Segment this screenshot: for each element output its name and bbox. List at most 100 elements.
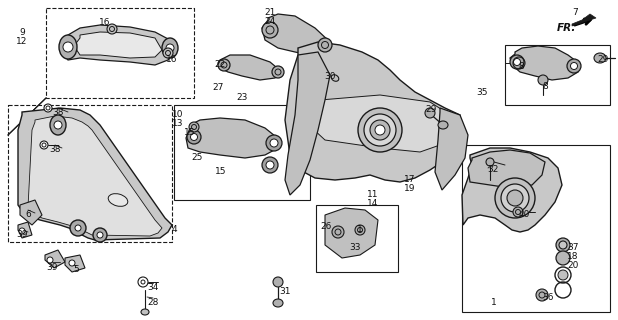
Circle shape xyxy=(556,251,570,265)
Ellipse shape xyxy=(273,299,283,307)
Text: 31: 31 xyxy=(279,287,290,296)
Circle shape xyxy=(370,120,390,140)
Text: 15: 15 xyxy=(215,167,227,176)
Bar xyxy=(8,105,172,242)
Text: 1: 1 xyxy=(491,298,497,307)
Polygon shape xyxy=(20,200,42,225)
Ellipse shape xyxy=(108,194,128,206)
Text: 6: 6 xyxy=(25,210,31,219)
Text: 15: 15 xyxy=(184,128,196,137)
Circle shape xyxy=(425,108,435,118)
Circle shape xyxy=(107,24,117,34)
Text: 32: 32 xyxy=(488,165,499,174)
Polygon shape xyxy=(310,95,455,152)
Bar xyxy=(316,205,398,272)
Text: 9: 9 xyxy=(19,28,25,37)
Text: 33: 33 xyxy=(349,243,361,252)
Circle shape xyxy=(375,125,385,135)
Circle shape xyxy=(513,207,523,217)
Text: 20: 20 xyxy=(567,261,578,270)
Circle shape xyxy=(97,232,103,238)
Text: 30: 30 xyxy=(324,72,336,81)
Ellipse shape xyxy=(50,115,66,135)
Polygon shape xyxy=(510,46,580,80)
Polygon shape xyxy=(65,255,85,272)
Circle shape xyxy=(19,228,25,234)
Polygon shape xyxy=(18,108,172,240)
Text: 1: 1 xyxy=(357,225,363,234)
Text: 10: 10 xyxy=(172,110,184,119)
Polygon shape xyxy=(186,118,280,158)
Polygon shape xyxy=(325,208,378,258)
Text: 38: 38 xyxy=(49,145,61,154)
Circle shape xyxy=(558,270,568,280)
Polygon shape xyxy=(62,25,175,65)
Text: 13: 13 xyxy=(172,119,184,128)
Ellipse shape xyxy=(594,53,606,63)
Circle shape xyxy=(138,277,148,287)
Polygon shape xyxy=(262,14,330,55)
Circle shape xyxy=(510,55,524,69)
Circle shape xyxy=(218,59,230,71)
Ellipse shape xyxy=(59,35,77,59)
Circle shape xyxy=(262,157,278,173)
Ellipse shape xyxy=(331,75,339,81)
Polygon shape xyxy=(468,150,545,188)
Text: 35: 35 xyxy=(476,88,488,97)
Text: 27: 27 xyxy=(213,83,224,92)
Text: 19: 19 xyxy=(404,184,416,193)
Circle shape xyxy=(364,114,396,146)
Text: 18: 18 xyxy=(567,252,578,261)
Circle shape xyxy=(187,130,201,144)
Polygon shape xyxy=(462,148,562,232)
Text: 7: 7 xyxy=(572,8,578,17)
Text: 22: 22 xyxy=(214,60,226,69)
Ellipse shape xyxy=(141,309,149,315)
Text: 16: 16 xyxy=(166,55,178,64)
Text: 24: 24 xyxy=(265,17,276,26)
Text: 39: 39 xyxy=(46,263,57,272)
Circle shape xyxy=(262,22,278,38)
Circle shape xyxy=(189,122,199,132)
Text: 37: 37 xyxy=(567,243,578,252)
Text: 11: 11 xyxy=(367,190,379,199)
Text: 26: 26 xyxy=(320,222,332,231)
Ellipse shape xyxy=(162,38,178,58)
Text: 36: 36 xyxy=(542,293,554,302)
Circle shape xyxy=(536,289,548,301)
Bar xyxy=(174,105,310,200)
Text: 5: 5 xyxy=(73,265,79,274)
Ellipse shape xyxy=(438,121,448,129)
Circle shape xyxy=(270,139,278,147)
Text: FR.: FR. xyxy=(556,23,576,33)
Polygon shape xyxy=(28,116,162,236)
Polygon shape xyxy=(74,32,162,58)
Circle shape xyxy=(358,108,402,152)
Circle shape xyxy=(318,38,332,52)
Circle shape xyxy=(495,178,535,218)
Circle shape xyxy=(75,225,81,231)
Circle shape xyxy=(163,48,173,58)
Text: 28: 28 xyxy=(147,298,159,307)
Circle shape xyxy=(501,184,529,212)
Circle shape xyxy=(54,121,62,129)
Text: 29: 29 xyxy=(598,55,609,64)
Circle shape xyxy=(166,44,174,52)
Text: 23: 23 xyxy=(236,93,248,102)
Circle shape xyxy=(69,260,75,266)
Circle shape xyxy=(555,267,571,283)
Polygon shape xyxy=(285,52,330,195)
Circle shape xyxy=(40,141,48,149)
Text: 40: 40 xyxy=(519,210,530,219)
Circle shape xyxy=(570,62,577,69)
Circle shape xyxy=(538,75,548,85)
Circle shape xyxy=(266,135,282,151)
Circle shape xyxy=(507,190,523,206)
Circle shape xyxy=(63,42,73,52)
Circle shape xyxy=(272,66,284,78)
Text: 12: 12 xyxy=(16,37,28,46)
Polygon shape xyxy=(45,250,65,268)
Bar xyxy=(46,8,194,98)
Ellipse shape xyxy=(70,220,86,236)
Circle shape xyxy=(47,257,53,263)
